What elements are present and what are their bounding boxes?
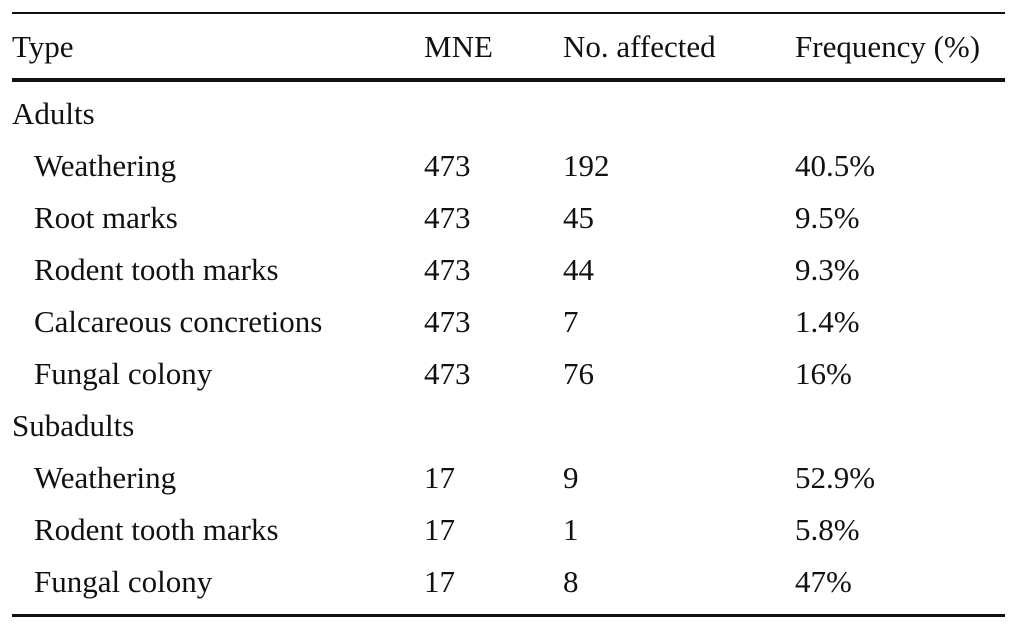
cell-mne: 473	[424, 304, 471, 339]
table-row: Root marks 473 45 9.5%	[12, 192, 1005, 244]
cell-type: Rodent tooth marks	[34, 512, 279, 547]
header-frequency: Frequency (%)	[795, 29, 981, 64]
table-row: Fungal colony 17 8 47%	[12, 556, 1005, 608]
cell-affected: 8	[563, 564, 579, 599]
table-row: Rodent tooth marks 17 1 5.8%	[12, 504, 1005, 556]
cell-affected: 76	[563, 356, 594, 391]
cell-frequency: 47%	[795, 564, 852, 599]
cell-frequency: 5.8%	[795, 512, 860, 547]
cell-frequency: 9.3%	[795, 252, 860, 287]
cell-affected: 45	[563, 200, 594, 235]
cell-mne: 473	[424, 148, 471, 183]
cell-frequency: 1.4%	[795, 304, 860, 339]
cell-affected: 192	[563, 148, 610, 183]
cell-mne: 473	[424, 356, 471, 391]
cell-type: Fungal colony	[34, 356, 213, 391]
cell-type: Rodent tooth marks	[34, 252, 279, 287]
table-header-row: Type MNE No. affected Frequency (%)	[12, 16, 1005, 78]
cell-mne: 17	[424, 564, 455, 599]
group-label: Subadults	[12, 408, 135, 443]
cell-mne: 473	[424, 200, 471, 235]
cell-type: Weathering	[34, 460, 177, 495]
cell-affected: 7	[563, 304, 579, 339]
header-type: Type	[12, 29, 74, 64]
cell-frequency: 9.5%	[795, 200, 860, 235]
table-row: Rodent tooth marks 473 44 9.3%	[12, 244, 1005, 296]
group-label-row: Subadults	[12, 400, 1005, 452]
header-rule	[12, 78, 1005, 82]
cell-mne: 473	[424, 252, 471, 287]
cell-affected: 1	[563, 512, 579, 547]
cell-frequency: 52.9%	[795, 460, 876, 495]
table-row: Weathering 473 192 40.5%	[12, 140, 1005, 192]
header-mne: MNE	[424, 29, 493, 64]
cell-frequency: 40.5%	[795, 148, 876, 183]
table-row: Weathering 17 9 52.9%	[12, 452, 1005, 504]
table-row: Fungal colony 473 76 16%	[12, 348, 1005, 400]
bottom-rule	[12, 614, 1005, 617]
group-label-row: Adults	[12, 88, 1005, 140]
top-rule	[12, 12, 1005, 14]
cell-affected: 9	[563, 460, 579, 495]
cell-mne: 17	[424, 460, 455, 495]
group-label: Adults	[12, 96, 95, 131]
data-table: Type MNE No. affected Frequency (%) Adul…	[12, 12, 1005, 617]
cell-type: Weathering	[34, 148, 177, 183]
cell-type: Root marks	[34, 200, 178, 235]
cell-type: Calcareous concretions	[34, 304, 323, 339]
cell-type: Fungal colony	[34, 564, 213, 599]
cell-frequency: 16%	[795, 356, 852, 391]
table-row: Calcareous concretions 473 7 1.4%	[12, 296, 1005, 348]
header-affected: No. affected	[563, 29, 716, 64]
cell-affected: 44	[563, 252, 594, 287]
cell-mne: 17	[424, 512, 455, 547]
table-body: Adults Weathering 473 192 40.5% Root mar…	[12, 82, 1005, 608]
